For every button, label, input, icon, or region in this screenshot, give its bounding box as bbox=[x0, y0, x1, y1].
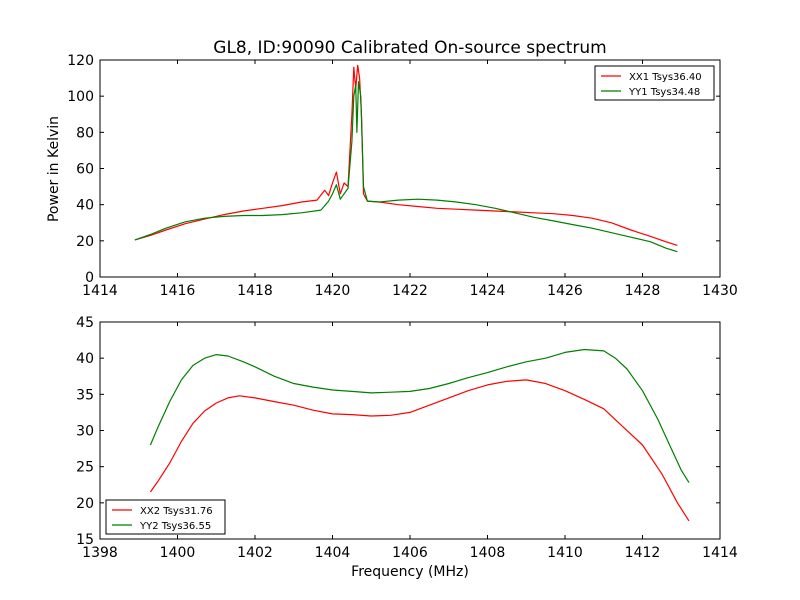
x-tick-label: 1410 bbox=[547, 545, 583, 561]
legend-label: XX1 Tsys36.40 bbox=[629, 72, 702, 83]
x-tick-label: 1404 bbox=[315, 545, 351, 561]
y-tick-label: 120 bbox=[67, 53, 94, 69]
x-tick-label: 1424 bbox=[470, 283, 506, 299]
x-tick-label: 1398 bbox=[82, 545, 118, 561]
y-tick-label: 35 bbox=[76, 387, 94, 403]
y-tick-label: 30 bbox=[76, 424, 94, 440]
y-tick-label: 20 bbox=[76, 496, 94, 512]
x-axis-label: Frequency (MHz) bbox=[351, 564, 469, 580]
y-axis-label: Power in Kelvin bbox=[46, 116, 62, 222]
y-tick-label: 40 bbox=[76, 351, 94, 367]
y-tick-label: 45 bbox=[76, 315, 94, 331]
y-tick-label: 60 bbox=[76, 162, 94, 178]
y-tick-label: 20 bbox=[76, 234, 94, 250]
series-line-green-panel-1 bbox=[149, 348, 690, 483]
legend: XX1 Tsys36.40 YY1 Tsys34.48 bbox=[594, 65, 715, 101]
x-tick-label: 1426 bbox=[547, 283, 583, 299]
chart-title: GL8, ID:90090 Calibrated On-source spect… bbox=[213, 38, 606, 58]
series-line-red-panel-0 bbox=[134, 64, 678, 246]
x-tick-label: 1414 bbox=[702, 545, 738, 561]
x-tick-label: 1418 bbox=[237, 283, 273, 299]
legend-label: YY2 Tsys36.55 bbox=[139, 521, 211, 532]
x-tick-label: 1420 bbox=[315, 283, 351, 299]
legend-box bbox=[594, 65, 715, 101]
x-tick-label: 1412 bbox=[625, 545, 661, 561]
legend-label: YY1 Tsys34.48 bbox=[628, 87, 700, 98]
x-tick-label: 1414 bbox=[82, 283, 118, 299]
legend-box bbox=[105, 499, 226, 535]
y-tick-label: 80 bbox=[76, 125, 94, 141]
bottom-panel: 1398 1400 1402 1404 1406 1408 1410 1412 1414 15 20… bbox=[76, 315, 738, 561]
x-tick-label: 1422 bbox=[392, 283, 428, 299]
y-tick-label: 25 bbox=[76, 460, 94, 476]
x-tick-label: 1408 bbox=[470, 545, 506, 561]
series-line-red-panel-1 bbox=[149, 379, 690, 522]
y-tick-label: 15 bbox=[76, 532, 94, 548]
x-tick-label: 1406 bbox=[392, 545, 428, 561]
x-tick-label: 1400 bbox=[160, 545, 196, 561]
x-tick-label: 1402 bbox=[237, 545, 273, 561]
legend: XX2 Tsys31.76 YY2 Tsys36.55 bbox=[105, 499, 226, 535]
x-tick-label: 1430 bbox=[702, 283, 738, 299]
x-tick-label: 1416 bbox=[160, 283, 196, 299]
y-tick-label: 0 bbox=[85, 270, 94, 286]
x-tick-label: 1428 bbox=[625, 283, 661, 299]
y-tick-label: 100 bbox=[67, 89, 94, 105]
top-panel: 1414 1416 1418 1420 1422 1424 1426 1428 1430 0 20 4… bbox=[67, 53, 738, 299]
y-tick-label: 40 bbox=[76, 198, 94, 214]
series-line-green-panel-0 bbox=[134, 81, 678, 253]
legend-label: XX2 Tsys31.76 bbox=[140, 506, 213, 517]
